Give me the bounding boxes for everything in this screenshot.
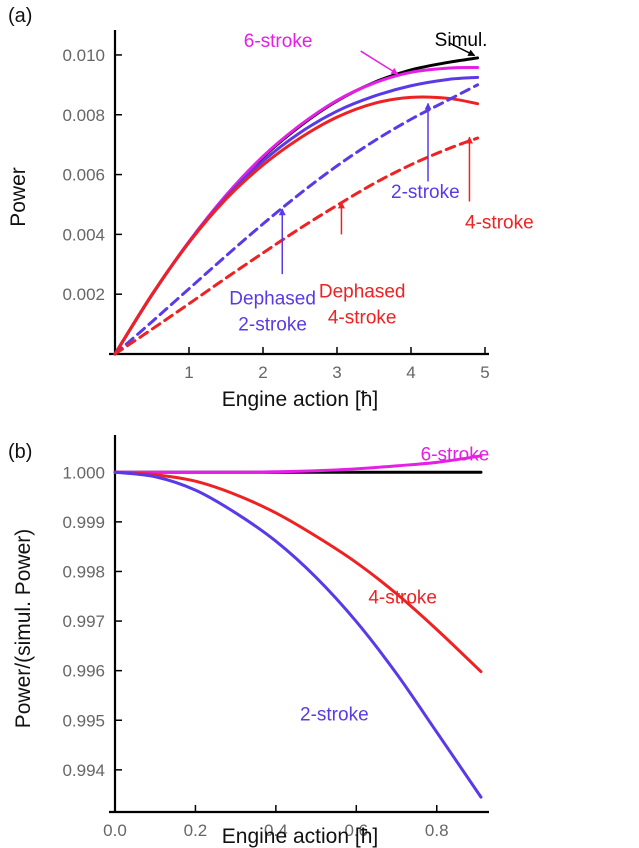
panel-a-power-chart: (a) 1 2 3 4 5 0.002 0.004 0.006 0.008 0.010 Engine … [7,5,534,411]
annotation-arrow-6-stroke [360,50,399,75]
y-axis-title: Power/(simul. Power) [12,529,35,729]
annotation-line: Dephased [229,289,316,310]
series-line-6-stroke [113,454,483,474]
annotation-2-stroke: 2-stroke [391,182,460,203]
annotation-6-stroke: 6-stroke [244,31,313,52]
annotation-simul: Simul. [435,30,488,51]
annotation-4-stroke: 4-stroke [368,588,437,609]
y-tick-label: 0.997 [62,612,105,631]
panel-b-ratio-chart: (b) 0.0 0.2 0.4 0.6 0.8 0.994 0.995 0.996 0.997 0.… [8,435,489,848]
y-axis-title: Power [7,167,30,227]
series-line-dephased-4-stroke [113,136,480,356]
x-tick-label: 0.8 [425,821,449,840]
y-tick-label: 1.000 [62,463,105,482]
annotation-arrow-simul [449,42,476,57]
x-axis-title: Engine action [ħ] [222,825,378,848]
y-tick-label: 0.006 [62,166,105,185]
series-line-4-stroke [113,95,480,356]
panel-label: (b) [8,441,32,463]
x-tick-label: 0.4 [264,821,288,840]
annotation-line: 2-stroke [238,315,307,336]
annotation-line: 4-stroke [328,307,397,328]
annotation-dephased-4: Dephased 4-stroke [319,281,406,328]
y-tick-label: 0.002 [62,285,105,304]
x-tick-label: 0.6 [344,821,368,840]
y-tick-label: 0.010 [62,46,105,65]
y-tick-label: 0.008 [62,106,105,125]
series-line-4-stroke [113,470,483,674]
annotation-dephased-2: Dephased 2-stroke [229,289,316,336]
panel-label: (a) [8,5,32,27]
series-line-6-stroke [113,66,480,356]
annotation-line: Dephased [319,281,406,302]
y-tick-label: 0.996 [62,662,105,681]
series-line-2-stroke [113,75,480,356]
x-tick-label: 4 [406,363,415,382]
series-line-dephased-2-stroke [113,83,480,356]
x-tick-label: 5 [480,363,489,382]
annotation-2-stroke: 2-stroke [300,705,369,726]
y-tick-label: 0.995 [62,711,105,730]
y-tick-label: 0.994 [62,761,105,780]
x-tick-label: 2 [258,363,267,382]
y-tick-label: 0.998 [62,562,105,581]
y-tick-label: 0.004 [62,225,105,244]
x-axis-title: Engine action [ħ] [222,388,378,411]
annotation-6-stroke: 6-stroke [421,444,490,465]
x-tick-label: 0.0 [103,821,127,840]
x-tick-label: 1 [184,363,193,382]
series-line-2-stroke [113,470,483,799]
x-tick-label: 3 [332,363,341,382]
y-tick-label: 0.999 [62,513,105,532]
annotation-4-stroke: 4-stroke [465,212,534,233]
x-tick-label: 0.2 [184,821,208,840]
